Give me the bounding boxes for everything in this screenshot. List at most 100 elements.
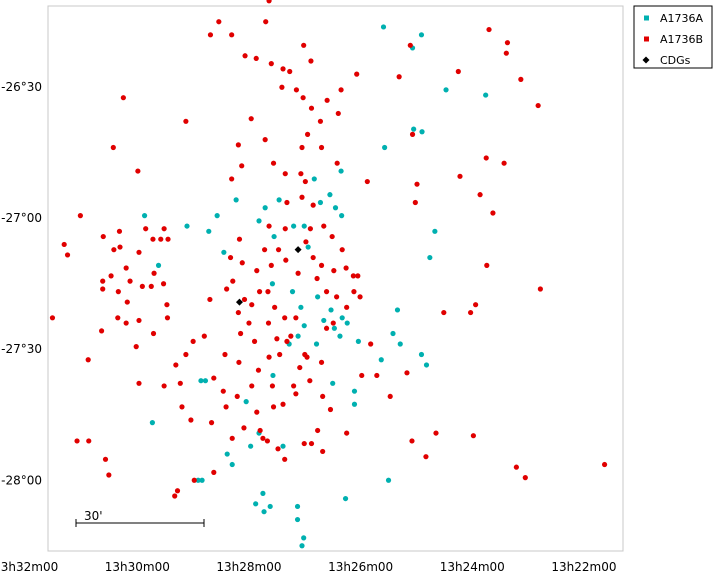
- point-a1736b: [329, 233, 335, 240]
- legend-label-cdgs: CDGs: [660, 54, 691, 67]
- point-a1736b: [275, 247, 282, 253]
- x-tick-label: 13h22m00: [551, 560, 616, 574]
- point-a1736a: [271, 233, 277, 240]
- point-a1736a: [338, 168, 344, 174]
- point-a1736b: [222, 351, 228, 358]
- point-a1736a: [305, 244, 311, 250]
- point-a1736b: [136, 249, 142, 255]
- point-a1736b: [100, 286, 106, 292]
- point-a1736b: [266, 0, 272, 4]
- point-cdgs: [294, 246, 302, 254]
- point-a1736a: [233, 197, 239, 203]
- point-a1736b: [315, 427, 321, 434]
- point-a1736b: [229, 176, 235, 182]
- point-a1736b: [280, 401, 286, 407]
- x-tick-label: 13h28m00: [216, 560, 281, 574]
- point-a1736b: [334, 160, 340, 166]
- point-a1736a: [298, 304, 304, 310]
- point-a1736a: [423, 362, 430, 368]
- legend: A1736A A1736B CDGs: [633, 5, 713, 69]
- point-a1736a: [330, 380, 336, 386]
- point-a1736b: [522, 475, 528, 481]
- point-a1736a: [418, 351, 425, 358]
- point-a1736b: [241, 296, 248, 303]
- point-a1736b: [158, 236, 164, 242]
- point-a1736b: [183, 351, 189, 358]
- point-a1736b: [241, 425, 247, 431]
- point-a1736a: [295, 333, 301, 339]
- legend-marker-a1736b: [644, 36, 649, 42]
- point-a1736b: [490, 210, 496, 216]
- point-a1736a: [261, 509, 267, 515]
- point-a1736b: [407, 42, 413, 48]
- point-a1736a: [432, 228, 438, 234]
- point-a1736b: [115, 315, 121, 321]
- point-a1736b: [269, 383, 276, 389]
- point-a1736b: [277, 351, 283, 358]
- point-a1736b: [423, 454, 429, 460]
- point-a1736b: [64, 252, 71, 258]
- point-a1736b: [467, 309, 474, 316]
- point-a1736a: [294, 516, 301, 523]
- point-a1736b: [270, 160, 277, 166]
- point-a1736b: [151, 270, 157, 276]
- point-a1736a: [351, 388, 358, 394]
- point-a1736b: [441, 309, 447, 316]
- point-a1736b: [484, 262, 490, 268]
- y-tick-labels: -26°30 -27°00 -27°30 -28°00: [1, 80, 42, 487]
- point-a1736b: [77, 213, 83, 219]
- point-a1736b: [108, 273, 114, 279]
- point-a1736b: [201, 333, 207, 339]
- point-a1736b: [254, 409, 260, 415]
- point-a1736b: [287, 68, 293, 75]
- point-a1736b: [164, 315, 171, 321]
- point-a1736b: [368, 341, 374, 347]
- point-a1736b: [304, 131, 311, 137]
- point-a1736a: [337, 333, 343, 339]
- point-a1736b: [404, 370, 410, 376]
- point-a1736b: [235, 142, 241, 148]
- point-a1736b: [486, 26, 492, 33]
- point-a1736b: [282, 315, 288, 321]
- point-a1736b: [317, 118, 324, 124]
- point-a1736a: [269, 281, 276, 287]
- point-a1736b: [174, 488, 181, 494]
- point-a1736b: [236, 359, 242, 365]
- point-a1736b: [359, 372, 365, 379]
- point-a1736b: [98, 328, 105, 334]
- point-a1736b: [318, 144, 325, 151]
- point-a1736a: [270, 372, 276, 379]
- point-a1736b: [150, 330, 157, 337]
- x-tick-labels: 13h32m00 13h30m00 13h28m00 13h26m00 13h24m00…: [0, 560, 616, 574]
- point-a1736b: [331, 268, 337, 274]
- point-a1736b: [216, 19, 222, 25]
- point-a1736b: [414, 181, 420, 187]
- point-a1736b: [249, 383, 255, 389]
- point-a1736b: [321, 223, 327, 229]
- point-a1736b: [100, 233, 106, 240]
- point-a1736a: [418, 32, 425, 38]
- point-a1736b: [387, 393, 393, 400]
- point-a1736b: [100, 278, 106, 284]
- point-a1736b: [374, 372, 380, 379]
- point-cdgs: [235, 298, 243, 306]
- point-a1736b: [49, 315, 56, 321]
- x-tick-label: 13h26m00: [328, 560, 393, 574]
- point-a1736b: [338, 87, 344, 93]
- point-a1736b: [257, 427, 263, 434]
- point-a1736b: [299, 194, 305, 200]
- point-a1736b: [248, 116, 254, 122]
- point-a1736b: [354, 71, 360, 77]
- point-a1736a: [267, 503, 273, 510]
- point-a1736b: [300, 95, 306, 101]
- point-a1736a: [382, 144, 388, 151]
- point-a1736b: [301, 42, 307, 48]
- point-a1736b: [396, 74, 402, 80]
- point-a1736a: [317, 199, 324, 206]
- point-a1736a: [483, 92, 489, 98]
- point-a1736a: [256, 218, 262, 224]
- point-a1736b: [355, 273, 361, 279]
- y-tick-label: -27°30: [1, 342, 42, 356]
- point-a1736b: [239, 163, 245, 169]
